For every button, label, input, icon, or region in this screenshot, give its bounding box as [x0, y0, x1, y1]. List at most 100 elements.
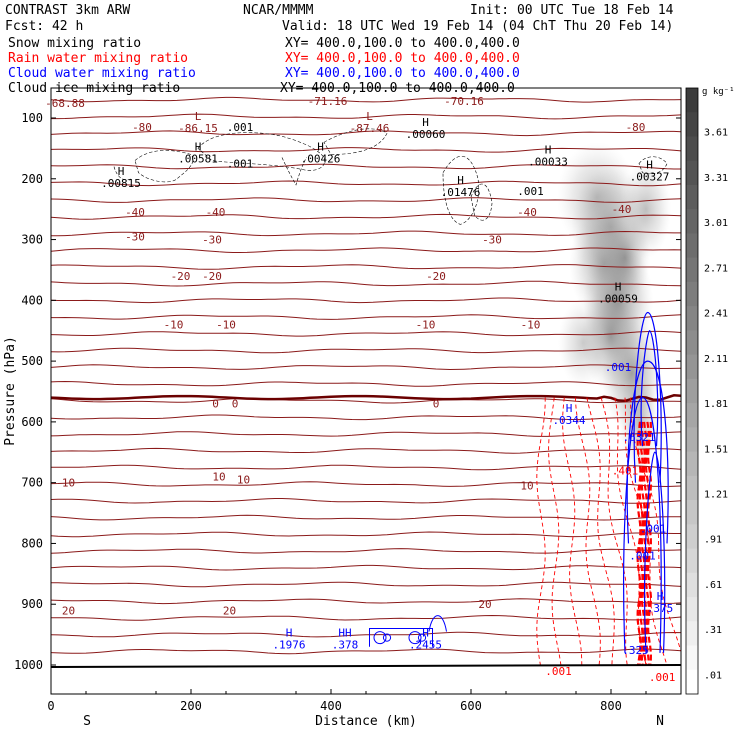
isotherm-line [51, 431, 681, 437]
colorbar-segment [686, 209, 698, 234]
colorbar-segment [686, 500, 698, 525]
y-tick-label: 900 [21, 597, 43, 611]
isotherm-label: -10 [416, 319, 436, 332]
colorbar-segment [686, 233, 698, 259]
contour-labels: -68.88 -71.16 -70.16 -80 -80 -40 -40 -40 -40 -30 -… [45, 95, 675, 684]
rain-contour [586, 397, 615, 666]
y-tick-label: 600 [21, 415, 43, 429]
colorbar-segment [686, 354, 698, 380]
y-tick-label: 200 [21, 172, 43, 186]
colorbar: 3.61 3.31 3.01 2.71 2.41 2.11 1.81 1.51 1.21 .91.… [685, 87, 735, 695]
colorbar-segment [686, 88, 698, 113]
cloud-water-contour [369, 628, 433, 647]
isotherm-label: 0 [232, 398, 239, 411]
extremum-value: .375 [647, 602, 674, 615]
colorbar-label: 1.21 [704, 490, 728, 501]
extremum-mark: H [317, 140, 324, 153]
cloud-water-cell [408, 631, 422, 645]
rain-core-contour [638, 421, 644, 666]
isotherm-label: -71.16 [308, 95, 348, 108]
isotherm-label: 10 [212, 471, 225, 484]
contour-value-label: .001 [640, 522, 667, 535]
extremum-value: .2455 [409, 639, 442, 652]
isotherm-label: -30 [125, 231, 145, 244]
extremum-value: .1976 [272, 639, 305, 652]
extremum-value: .00426 [301, 152, 341, 165]
extremum-mark: H [545, 144, 552, 157]
snow-contour [323, 128, 388, 155]
contour-value-label: .401 [612, 465, 639, 478]
extremum-mark: H [457, 174, 464, 187]
extremum-mark: H [195, 140, 202, 153]
contour-value-label: .6321 [622, 431, 655, 444]
contour-value-label: .001 [629, 550, 656, 563]
rain-contours [536, 397, 681, 666]
plot-area [51, 96, 681, 668]
isotherm-line [51, 147, 681, 153]
rain-contour [562, 397, 583, 666]
valid-time: Valid: 18 UTC Wed 19 Feb 14 (04 ChT Thu … [282, 19, 673, 34]
snow-contour [442, 155, 479, 225]
snow-contours [113, 128, 668, 225]
colorbar-segment [686, 112, 698, 137]
isotherm-label: -20 [171, 270, 191, 283]
rain-core-contour [644, 421, 650, 666]
snow-contour [638, 156, 668, 175]
y-tick-label: 300 [21, 233, 43, 247]
extremum-value: .00327 [630, 171, 670, 184]
extremum-mark: L [366, 110, 373, 123]
direction-north-label: N [656, 714, 664, 729]
contour-value-label: .001 [649, 671, 676, 684]
x-tick-label: 400 [320, 699, 342, 713]
colorbar-unit: g kg⁻¹ [702, 87, 735, 97]
x-tick-label: 0 [47, 699, 54, 713]
isotherm-line [51, 247, 681, 253]
init-time: Init: 00 UTC Tue 18 Feb 14 [470, 3, 674, 18]
isotherm-line [51, 564, 681, 571]
y-tick-label: 1000 [14, 658, 43, 672]
contour-value-label: .001 [605, 361, 632, 374]
colorbar-segment [686, 378, 698, 404]
colorbar-label: 1.81 [704, 399, 728, 410]
isotherm-label: -10 [216, 319, 236, 332]
isotherm-line [51, 297, 681, 304]
rain-contour [548, 397, 562, 666]
colorbar-frame [685, 87, 699, 695]
snow-contour [134, 150, 194, 183]
field-cloudwater-name: Cloud water mixing ratio [8, 66, 196, 81]
colorbar-label: .91 [704, 535, 722, 546]
colorbar-segment [686, 257, 698, 283]
isotherm-label: 10 [520, 480, 533, 493]
isotherm-line [51, 364, 681, 371]
direction-south-label: S [83, 714, 91, 729]
y-tick-label: 400 [21, 293, 43, 307]
extremum-value: .00060 [406, 128, 446, 141]
isotherm-line [51, 330, 681, 337]
colorbar-segment [686, 403, 698, 428]
cloud-water-contour [623, 396, 662, 653]
cloud-water-cell [373, 631, 387, 645]
extremum-mark: L [195, 110, 202, 123]
colorbar-segment [686, 669, 698, 695]
x-tick-label: 600 [460, 699, 482, 713]
forecast-hour: Fcst: 42 h [5, 19, 83, 34]
isotherm-line [51, 264, 681, 270]
isotherm-line [51, 380, 681, 387]
y-tick-label: 800 [21, 536, 43, 550]
rain-core-contour [646, 421, 653, 666]
isotherm-line [51, 96, 681, 103]
isotherm-line [51, 631, 681, 638]
contour-value-label: .001 [545, 665, 572, 678]
colorbar-label: .01 [704, 670, 722, 681]
isotherm-line [51, 464, 681, 471]
isotherm-label: -40 [206, 206, 226, 219]
extremum-value: .00581 [178, 152, 218, 165]
isotherm-line [51, 581, 681, 588]
isotherm-label: 10 [62, 477, 75, 490]
cloud-water-contour [633, 311, 662, 483]
isotherm-label: 20 [223, 604, 236, 617]
snow-contour [470, 183, 493, 221]
isotherm-label: -40 [612, 203, 632, 216]
extremum-mark: H [422, 627, 429, 640]
